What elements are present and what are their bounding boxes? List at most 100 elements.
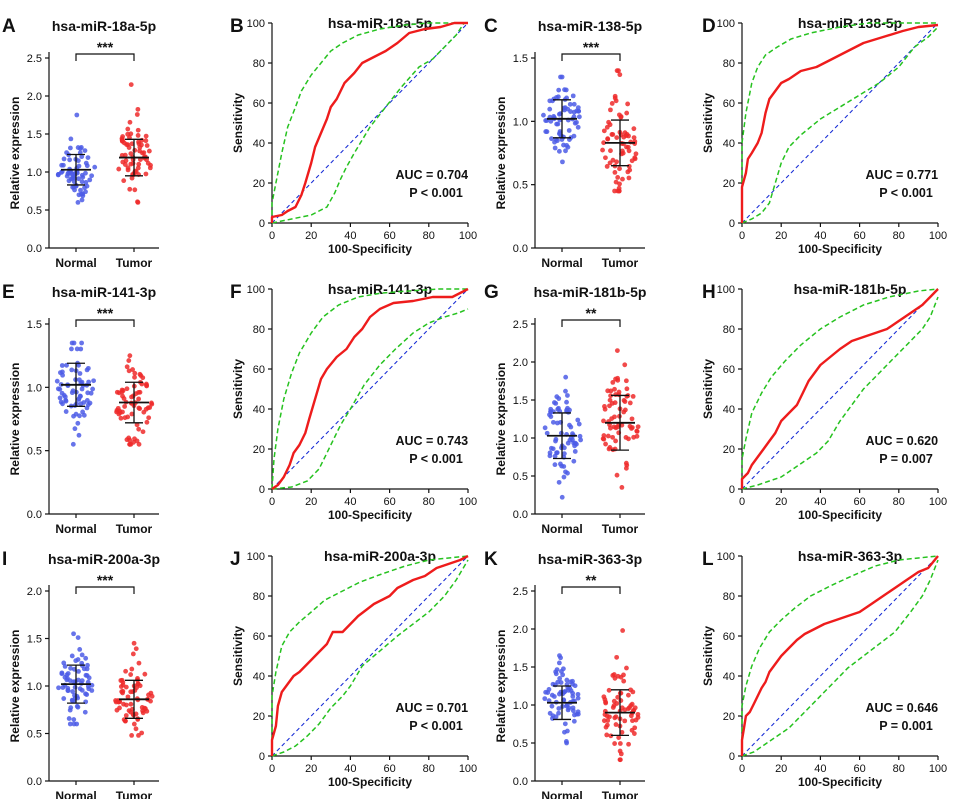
data-point (68, 136, 74, 142)
data-point (615, 694, 621, 700)
chart-title: hsa-miR-181b-5p (794, 281, 907, 297)
data-point (607, 445, 613, 450)
data-point (558, 655, 563, 661)
data-point (137, 371, 143, 377)
data-point (60, 401, 65, 407)
data-point (563, 148, 568, 154)
x-tick-label: 20 (775, 230, 787, 242)
data-point (132, 147, 138, 153)
data-point (564, 702, 570, 708)
x-tick-label: 40 (344, 763, 356, 775)
data-point (135, 165, 141, 171)
x-tick-label: 60 (853, 763, 865, 775)
data-point (140, 710, 146, 716)
data-point (570, 690, 576, 696)
data-point (92, 164, 98, 170)
data-point (576, 114, 582, 120)
data-point (554, 121, 560, 127)
data-point (631, 434, 637, 440)
data-point (66, 170, 72, 175)
data-point (547, 106, 553, 112)
data-point (565, 470, 570, 476)
data-point (63, 397, 69, 403)
data-point (146, 415, 152, 421)
data-point (144, 143, 150, 148)
y-tick-label: 80 (253, 591, 265, 603)
y-tick-label: 80 (253, 58, 265, 70)
y-tick-label: 2.5 (513, 319, 528, 331)
data-point (64, 362, 69, 368)
data-point (79, 678, 85, 684)
data-point (619, 485, 625, 490)
data-point (130, 367, 136, 372)
y-tick-label: 0.5 (27, 205, 42, 217)
data-point (65, 688, 71, 694)
data-point (133, 646, 139, 652)
data-point (610, 434, 616, 440)
ci-upper-line (741, 22, 938, 223)
data-point (544, 430, 550, 436)
data-point (78, 393, 83, 399)
data-point (85, 662, 90, 668)
data-point (67, 721, 73, 727)
data-point (576, 108, 581, 114)
y-axis-label: Relative expression (8, 363, 22, 476)
panel-letter: G (484, 282, 499, 303)
x-tick-label: 20 (305, 230, 317, 242)
y-tick-label: 40 (723, 404, 735, 416)
ci-upper-line (271, 288, 468, 490)
x-tick-label: 80 (423, 230, 435, 242)
data-point (76, 432, 82, 438)
data-point (68, 176, 74, 182)
data-point (624, 110, 630, 116)
data-point (605, 136, 611, 142)
data-point (562, 87, 567, 93)
data-point (547, 412, 552, 418)
chart-title: hsa-miR-363-3p (798, 548, 902, 564)
data-point (577, 433, 583, 439)
data-point (69, 171, 75, 177)
data-point (133, 711, 139, 717)
data-point (79, 652, 85, 658)
data-point (82, 709, 88, 715)
data-point (563, 388, 568, 394)
data-point (601, 128, 607, 134)
data-point (623, 460, 629, 466)
data-point (74, 112, 80, 118)
data-point (134, 685, 139, 691)
ci-upper-line (271, 555, 469, 756)
data-point (85, 155, 91, 160)
data-point (600, 436, 606, 442)
y-tick-label: 60 (723, 98, 735, 110)
data-point (76, 176, 82, 182)
x-tick-label: 80 (893, 763, 905, 775)
data-point (620, 176, 625, 182)
data-point (564, 728, 570, 734)
y-tick-label: 0 (729, 751, 735, 763)
y-tick-label: 2.0 (513, 624, 528, 636)
data-point (79, 172, 85, 178)
data-point (571, 133, 577, 139)
y-tick-label: 0 (259, 218, 265, 230)
data-point (85, 390, 91, 396)
data-point (547, 98, 553, 104)
x-axis-label: 100-Specificity (798, 775, 882, 789)
y-tick-label: 0.5 (513, 738, 528, 750)
data-point (79, 386, 85, 392)
data-point (622, 707, 628, 713)
data-point (612, 400, 618, 406)
chart-title: hsa-miR-18a-5p (328, 15, 432, 31)
y-axis-label: Relative expression (8, 630, 22, 743)
data-point (125, 126, 131, 132)
data-point (556, 479, 562, 485)
chart-title: hsa-miR-138-5p (538, 18, 642, 34)
data-point (143, 171, 149, 177)
x-tick-label: Normal (541, 256, 582, 270)
